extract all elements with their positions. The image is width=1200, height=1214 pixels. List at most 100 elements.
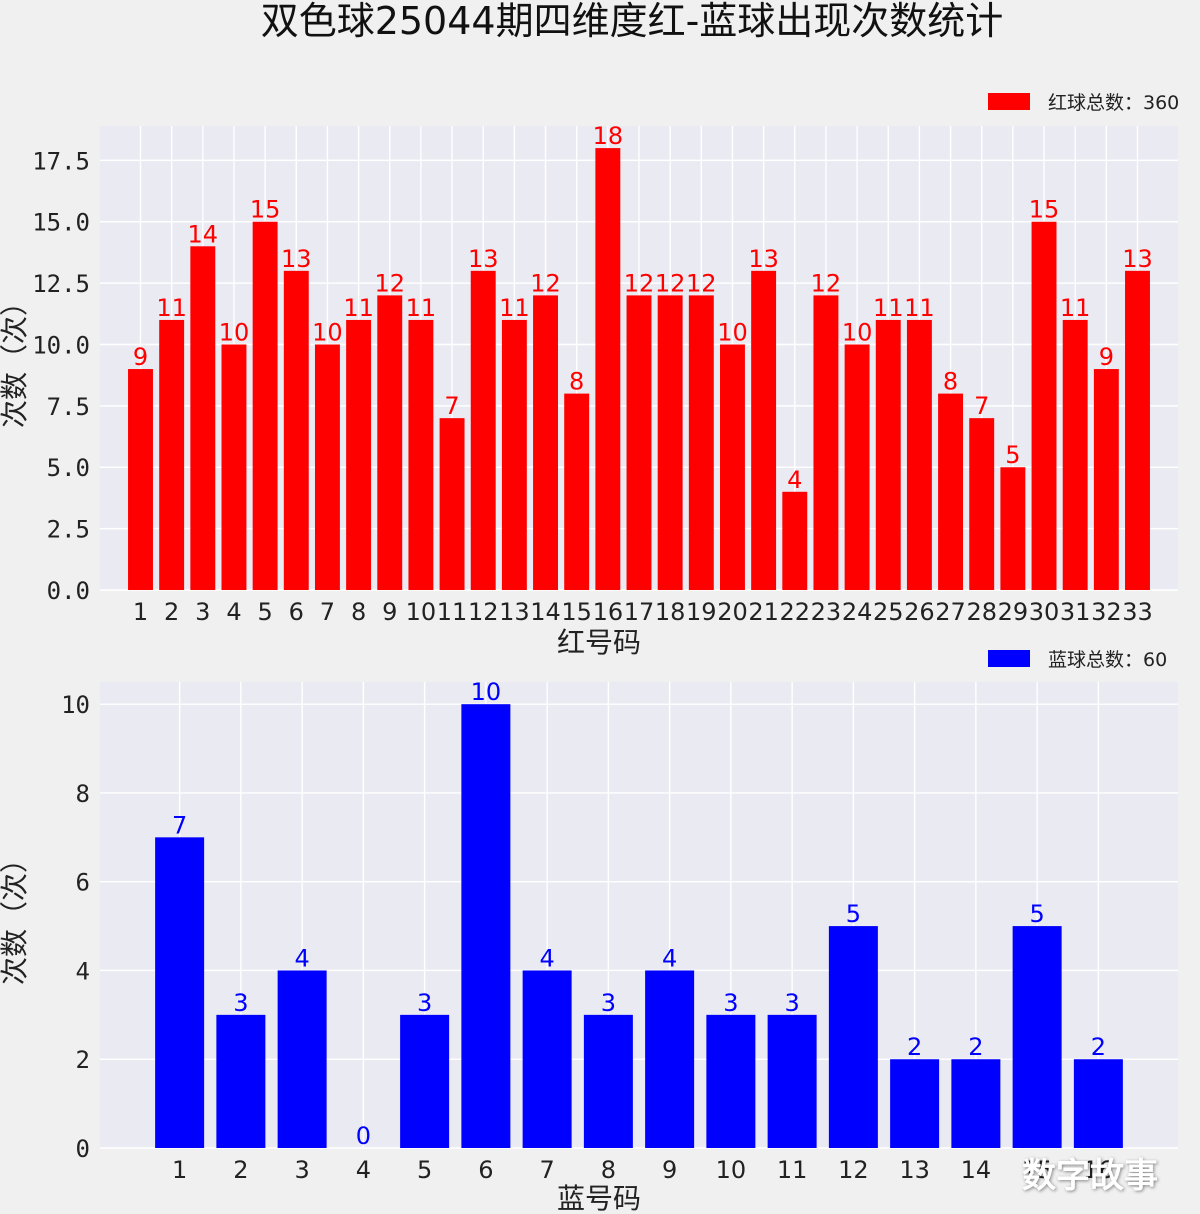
bar-value-label: 10 [471, 678, 502, 706]
bar-value-label: 4 [787, 466, 802, 494]
bar-value-label: 12 [624, 269, 655, 297]
bar-red-16 [595, 148, 621, 590]
y-tick-label: 2.5 [47, 516, 90, 544]
x-tick-label: 6 [289, 598, 304, 626]
x-tick-label: 33 [1122, 598, 1153, 626]
x-axis-label: 蓝号码 [557, 1182, 641, 1214]
bar-value-label: 7 [172, 811, 187, 839]
x-tick-label: 5 [257, 598, 272, 626]
x-tick-label: 8 [601, 1156, 616, 1184]
x-tick-label: 7 [539, 1156, 554, 1184]
x-tick-label: 10 [716, 1156, 747, 1184]
x-tick-label: 13 [899, 1156, 930, 1184]
bar-value-label: 7 [974, 392, 989, 420]
x-tick-label: 28 [966, 598, 997, 626]
x-tick-label: 19 [686, 598, 717, 626]
bar-value-label: 10 [842, 318, 873, 346]
chart-title: 双色球25044期四维度红-蓝球出现次数统计 [261, 0, 1004, 43]
bar-blue-14 [951, 1059, 1001, 1148]
bar-value-label: 11 [904, 294, 935, 322]
x-tick-label: 6 [478, 1156, 493, 1184]
x-tick-label: 13 [499, 598, 530, 626]
bar-blue-12 [828, 926, 878, 1148]
bar-value-label: 15 [1029, 196, 1060, 224]
x-tick-label: 2 [164, 598, 179, 626]
bar-value-label: 5 [846, 900, 861, 928]
bar-value-label: 3 [233, 989, 248, 1017]
y-tick-label: 5.0 [47, 454, 90, 482]
bar-value-label: 4 [294, 944, 309, 972]
bar-value-label: 8 [943, 368, 958, 396]
x-tick-label: 5 [417, 1156, 432, 1184]
x-tick-label: 25 [873, 598, 904, 626]
bar-red-8 [346, 319, 372, 590]
bar-value-label: 3 [417, 989, 432, 1017]
red-ball-panel: 0.02.55.07.510.012.515.017.5911121431041… [0, 92, 1179, 659]
legend-swatch [988, 93, 1030, 110]
bar-red-31 [1062, 319, 1088, 590]
x-tick-label: 16 [1083, 1156, 1114, 1184]
x-tick-label: 18 [655, 598, 686, 626]
bar-value-label: 4 [539, 944, 554, 972]
x-tick-label: 30 [1029, 598, 1060, 626]
blue-ball-panel: 0246810713243043510647384931031151221321… [0, 649, 1178, 1214]
bar-value-label: 3 [601, 989, 616, 1017]
bar-red-18 [657, 295, 683, 590]
x-tick-label: 7 [320, 598, 335, 626]
x-tick-label: 14 [530, 598, 561, 626]
bar-red-24 [844, 344, 870, 590]
x-tick-label: 22 [780, 598, 811, 626]
bar-red-10 [408, 319, 434, 590]
x-tick-label: 12 [838, 1156, 869, 1184]
bar-blue-10 [706, 1014, 756, 1148]
bar-red-1 [128, 369, 153, 590]
bar-blue-7 [522, 970, 572, 1148]
bar-value-label: 7 [444, 392, 459, 420]
bar-red-21 [751, 270, 777, 590]
bar-value-label: 12 [811, 269, 842, 297]
bar-blue-11 [767, 1014, 817, 1148]
legend-label: 蓝球总数：60 [1048, 649, 1167, 671]
bar-red-19 [688, 295, 714, 590]
bar-value-label: 11 [406, 294, 437, 322]
x-tick-label: 31 [1060, 598, 1091, 626]
bar-value-label: 13 [281, 245, 312, 273]
bar-red-26 [906, 319, 932, 590]
bar-value-label: 13 [748, 245, 779, 273]
y-tick-label: 0 [76, 1135, 90, 1163]
bar-value-label: 11 [499, 294, 530, 322]
y-tick-label: 10 [61, 691, 90, 719]
y-tick-label: 7.5 [47, 393, 90, 421]
bar-blue-16 [1073, 1059, 1123, 1148]
bar-value-label: 10 [219, 318, 250, 346]
bar-blue-3 [277, 970, 327, 1148]
bar-blue-5 [400, 1014, 450, 1148]
y-axis-label: 次数（次） [0, 845, 31, 985]
y-tick-label: 15.0 [32, 209, 90, 237]
bar-red-30 [1031, 221, 1057, 590]
x-tick-label: 14 [961, 1156, 992, 1184]
y-tick-label: 8 [76, 780, 90, 808]
x-tick-label: 15 [1022, 1156, 1053, 1184]
legend-swatch [988, 650, 1030, 667]
bar-red-9 [377, 295, 403, 590]
x-tick-label: 29 [998, 598, 1029, 626]
bar-blue-2 [216, 1014, 266, 1148]
bar-blue-1 [155, 837, 205, 1148]
bar-value-label: 11 [873, 294, 904, 322]
bar-red-6 [283, 270, 309, 590]
bar-red-27 [938, 393, 964, 590]
y-tick-label: 2 [76, 1046, 90, 1074]
y-tick-label: 10.0 [32, 331, 90, 359]
bar-value-label: 2 [907, 1033, 922, 1061]
x-tick-label: 17 [624, 598, 655, 626]
y-tick-label: 12.5 [32, 270, 90, 298]
bar-red-17 [626, 295, 652, 590]
bar-value-label: 5 [1005, 441, 1020, 469]
bar-value-label: 9 [1099, 343, 1114, 371]
x-tick-label: 15 [561, 598, 592, 626]
bar-value-label: 10 [312, 318, 343, 346]
bar-red-4 [221, 344, 247, 590]
